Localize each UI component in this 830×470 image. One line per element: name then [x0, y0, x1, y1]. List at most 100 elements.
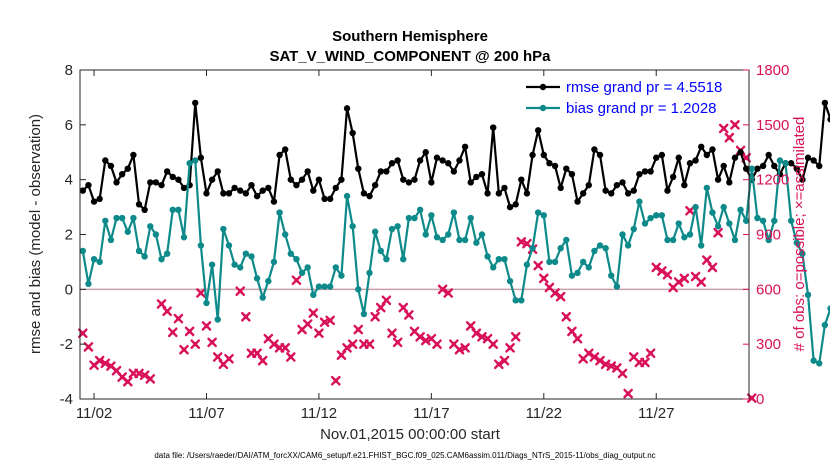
bias-point	[630, 225, 637, 233]
plot-area	[80, 70, 749, 399]
obs-assimilated-marker	[561, 311, 572, 322]
obs-assimilated-marker	[207, 337, 217, 348]
obs-assimilated-marker	[269, 339, 279, 349]
rmse-point	[282, 146, 289, 153]
rmse-point	[158, 181, 165, 189]
obs-assimilated-marker	[291, 275, 302, 285]
obs-dot	[575, 336, 580, 341]
rmse-point	[102, 157, 109, 164]
obs-dot	[586, 351, 591, 356]
rmse-point	[636, 170, 643, 178]
obs-dot	[474, 331, 479, 336]
obs-dot	[569, 329, 575, 334]
bias-point	[484, 253, 491, 260]
rmse-point	[169, 173, 176, 181]
bias-point	[428, 212, 435, 219]
obs-dot	[620, 371, 625, 376]
y-tick-label-left: 2	[65, 227, 73, 244]
rmse-point	[377, 168, 384, 175]
bias-point	[310, 291, 317, 299]
rmse-point	[135, 201, 143, 208]
bias-point	[686, 231, 694, 238]
rmse-point	[461, 143, 469, 150]
y-tick-label-left: -2	[60, 336, 73, 353]
obs-assimilated-marker	[308, 308, 319, 318]
rmse-point	[343, 105, 351, 112]
bias-point	[653, 212, 660, 219]
obs-assimilated-marker	[696, 277, 707, 287]
legend-entry-label: rmse grand pr = 4.5518	[566, 79, 722, 96]
obs-dot	[687, 208, 693, 213]
bias-point	[147, 223, 154, 230]
rmse-point	[523, 190, 531, 197]
obs-dot	[86, 344, 91, 350]
bias-point	[557, 245, 564, 252]
obs-assimilated-marker	[325, 315, 335, 326]
rmse-point	[253, 192, 261, 200]
obs-assimilated-marker	[381, 295, 392, 306]
rmse-point	[557, 184, 564, 192]
rmse-point	[647, 168, 654, 175]
rmse-point	[400, 176, 407, 183]
rmse-point	[304, 168, 311, 175]
bias-point	[641, 220, 649, 227]
bias-point	[445, 231, 452, 238]
bias-point	[726, 220, 733, 227]
chart-legend: rmse grand pr = 4.5518 bias grand pr = 1.…	[526, 79, 722, 117]
bias-point	[512, 297, 519, 304]
bias-point	[152, 231, 160, 238]
rmse-point	[478, 170, 486, 178]
obs-assimilated-marker	[657, 266, 667, 276]
obs-assimilated-marker	[690, 271, 701, 282]
rmse-point	[152, 179, 160, 186]
rmse-point	[237, 187, 244, 194]
obs-dot	[148, 376, 153, 382]
bias-point	[787, 217, 795, 224]
rmse-point	[79, 187, 87, 194]
obs-dot	[243, 314, 249, 319]
bias-point	[422, 231, 429, 238]
obs-assimilated-marker	[432, 339, 442, 349]
obs-assimilated-marker	[370, 311, 380, 322]
rmse-point	[220, 190, 227, 197]
bias-point	[737, 206, 744, 214]
obs-assimilated-marker	[415, 332, 425, 342]
rmse-point	[192, 99, 199, 107]
y-tick-label-right: 1800	[756, 62, 789, 79]
bias-point	[338, 272, 345, 279]
obs-dot	[142, 373, 147, 378]
bias-point	[804, 291, 812, 299]
bias-point	[742, 217, 750, 224]
obs-assimilated-marker	[713, 227, 723, 238]
bias-point	[563, 236, 570, 244]
rmse-point	[731, 154, 739, 161]
rmse-point	[529, 151, 536, 159]
obs-assimilated-marker	[730, 120, 740, 130]
obs-dot	[288, 354, 294, 360]
rmse-point	[411, 176, 418, 183]
obs-dot	[350, 341, 355, 347]
rmse-point	[248, 181, 255, 189]
rmse-point	[371, 181, 379, 189]
rmse-point	[681, 181, 688, 189]
obs-assimilated-marker	[347, 339, 358, 349]
obs-assimilated-marker	[224, 353, 234, 364]
bias-point	[608, 272, 615, 279]
obs-dot	[266, 336, 271, 341]
obs-assimilated-marker	[201, 321, 212, 331]
bias-point	[473, 239, 480, 246]
bias-point	[304, 264, 311, 271]
obs-dot	[389, 331, 395, 336]
rmse-point	[85, 181, 92, 189]
bias-point	[501, 255, 508, 263]
bias-point	[827, 305, 830, 312]
rmse-point	[433, 154, 441, 161]
obs-dot	[395, 340, 400, 345]
obs-assimilated-marker	[572, 333, 583, 344]
obs-assimilated-marker	[595, 355, 605, 366]
rmse-point	[568, 170, 576, 178]
rmse-point	[698, 143, 705, 150]
obs-dot	[665, 272, 670, 277]
bias-point	[456, 236, 463, 244]
obs-dot	[187, 329, 192, 334]
